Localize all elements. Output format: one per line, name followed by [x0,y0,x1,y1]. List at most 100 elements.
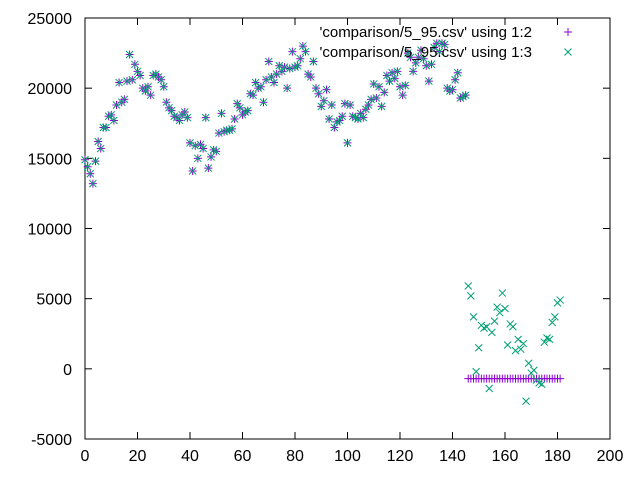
data-point [146,91,155,100]
data-point [94,137,102,146]
data-point [419,54,428,63]
data-point [131,60,139,69]
data-point [480,324,488,332]
data-point [485,384,494,393]
data-point [530,366,538,375]
data-point [123,77,131,86]
series-2-points [81,39,564,405]
data-point [144,82,152,91]
x-tick-label: 20 [129,448,147,465]
data-point [201,113,210,122]
data-point [330,123,339,132]
data-point [136,71,144,80]
y-tick-labels: -5000 0 5000 10000 15000 20000 25000 [28,11,73,449]
data-point [472,367,480,376]
data-point [162,98,171,107]
data-point [354,115,362,123]
data-point [267,73,276,81]
data-point [259,98,268,107]
data-point [275,61,284,70]
y-tick-label: 5000 [36,292,72,309]
y-tick-label: 20000 [28,81,73,98]
x-tick-label: 200 [597,448,624,465]
data-point [194,154,202,163]
data-point [120,95,129,104]
data-point [341,99,349,108]
y-tick-label: 0 [63,362,72,379]
data-point [327,101,336,109]
data-point [372,94,381,102]
data-point [217,109,226,118]
data-point [511,346,520,355]
data-point [509,322,517,331]
x-tick-label: 40 [181,448,199,465]
data-point [157,75,165,84]
data-point [396,82,404,91]
data-point [96,144,105,153]
data-point [133,67,142,76]
data-point [309,57,318,66]
data-point [519,339,528,348]
data-point [488,328,496,337]
data-point [414,53,423,62]
data-point [430,43,438,52]
data-point [464,282,473,290]
data-point [317,102,326,111]
data-point [264,57,273,66]
data-point [196,140,205,149]
data-point [167,106,176,115]
data-point [249,91,257,100]
data-point [222,126,231,135]
data-point [99,123,108,132]
data-point [467,292,475,300]
data-point [320,96,328,105]
data-point [81,155,89,164]
x-tick-label: 120 [387,448,414,465]
data-point [493,303,501,311]
data-point [314,89,323,98]
data-point [186,139,194,147]
y-tick-label: -5000 [31,432,72,449]
data-point [469,313,478,321]
data-point [215,129,223,137]
data-point [453,68,462,77]
data-point [110,116,118,125]
legend: 'comparison/5_95.csv' using 1:2 'compari… [319,24,572,61]
data-point [385,77,394,86]
data-point [293,61,302,70]
data-point [398,91,407,100]
x-tick-label: 140 [439,448,466,465]
data-point [199,144,207,153]
data-point [228,125,236,133]
x-tick-label: 100 [334,448,361,465]
data-point [364,101,373,109]
data-point [501,304,509,313]
data-point [251,78,260,87]
data-point [516,345,525,354]
data-point [377,102,386,111]
data-point [262,75,270,84]
data-point [498,289,507,297]
data-point [524,359,533,368]
data-point [175,116,184,125]
data-point [188,167,197,175]
data-point [180,108,189,116]
data-point [490,317,499,325]
data-point [393,67,402,76]
data-point [204,164,213,173]
data-point [115,78,123,87]
data-point [283,84,291,93]
data-point [343,139,352,147]
legend-markers [564,28,572,56]
data-point [288,47,297,56]
data-point [86,169,95,178]
data-point [551,313,559,321]
data-point [362,105,370,114]
x-tick-label: 60 [234,448,252,465]
data-point [369,80,378,88]
data-point [545,335,554,344]
x-tick-label: 80 [286,448,304,465]
data-point [312,84,320,93]
y-tick-label: 25000 [28,11,73,28]
